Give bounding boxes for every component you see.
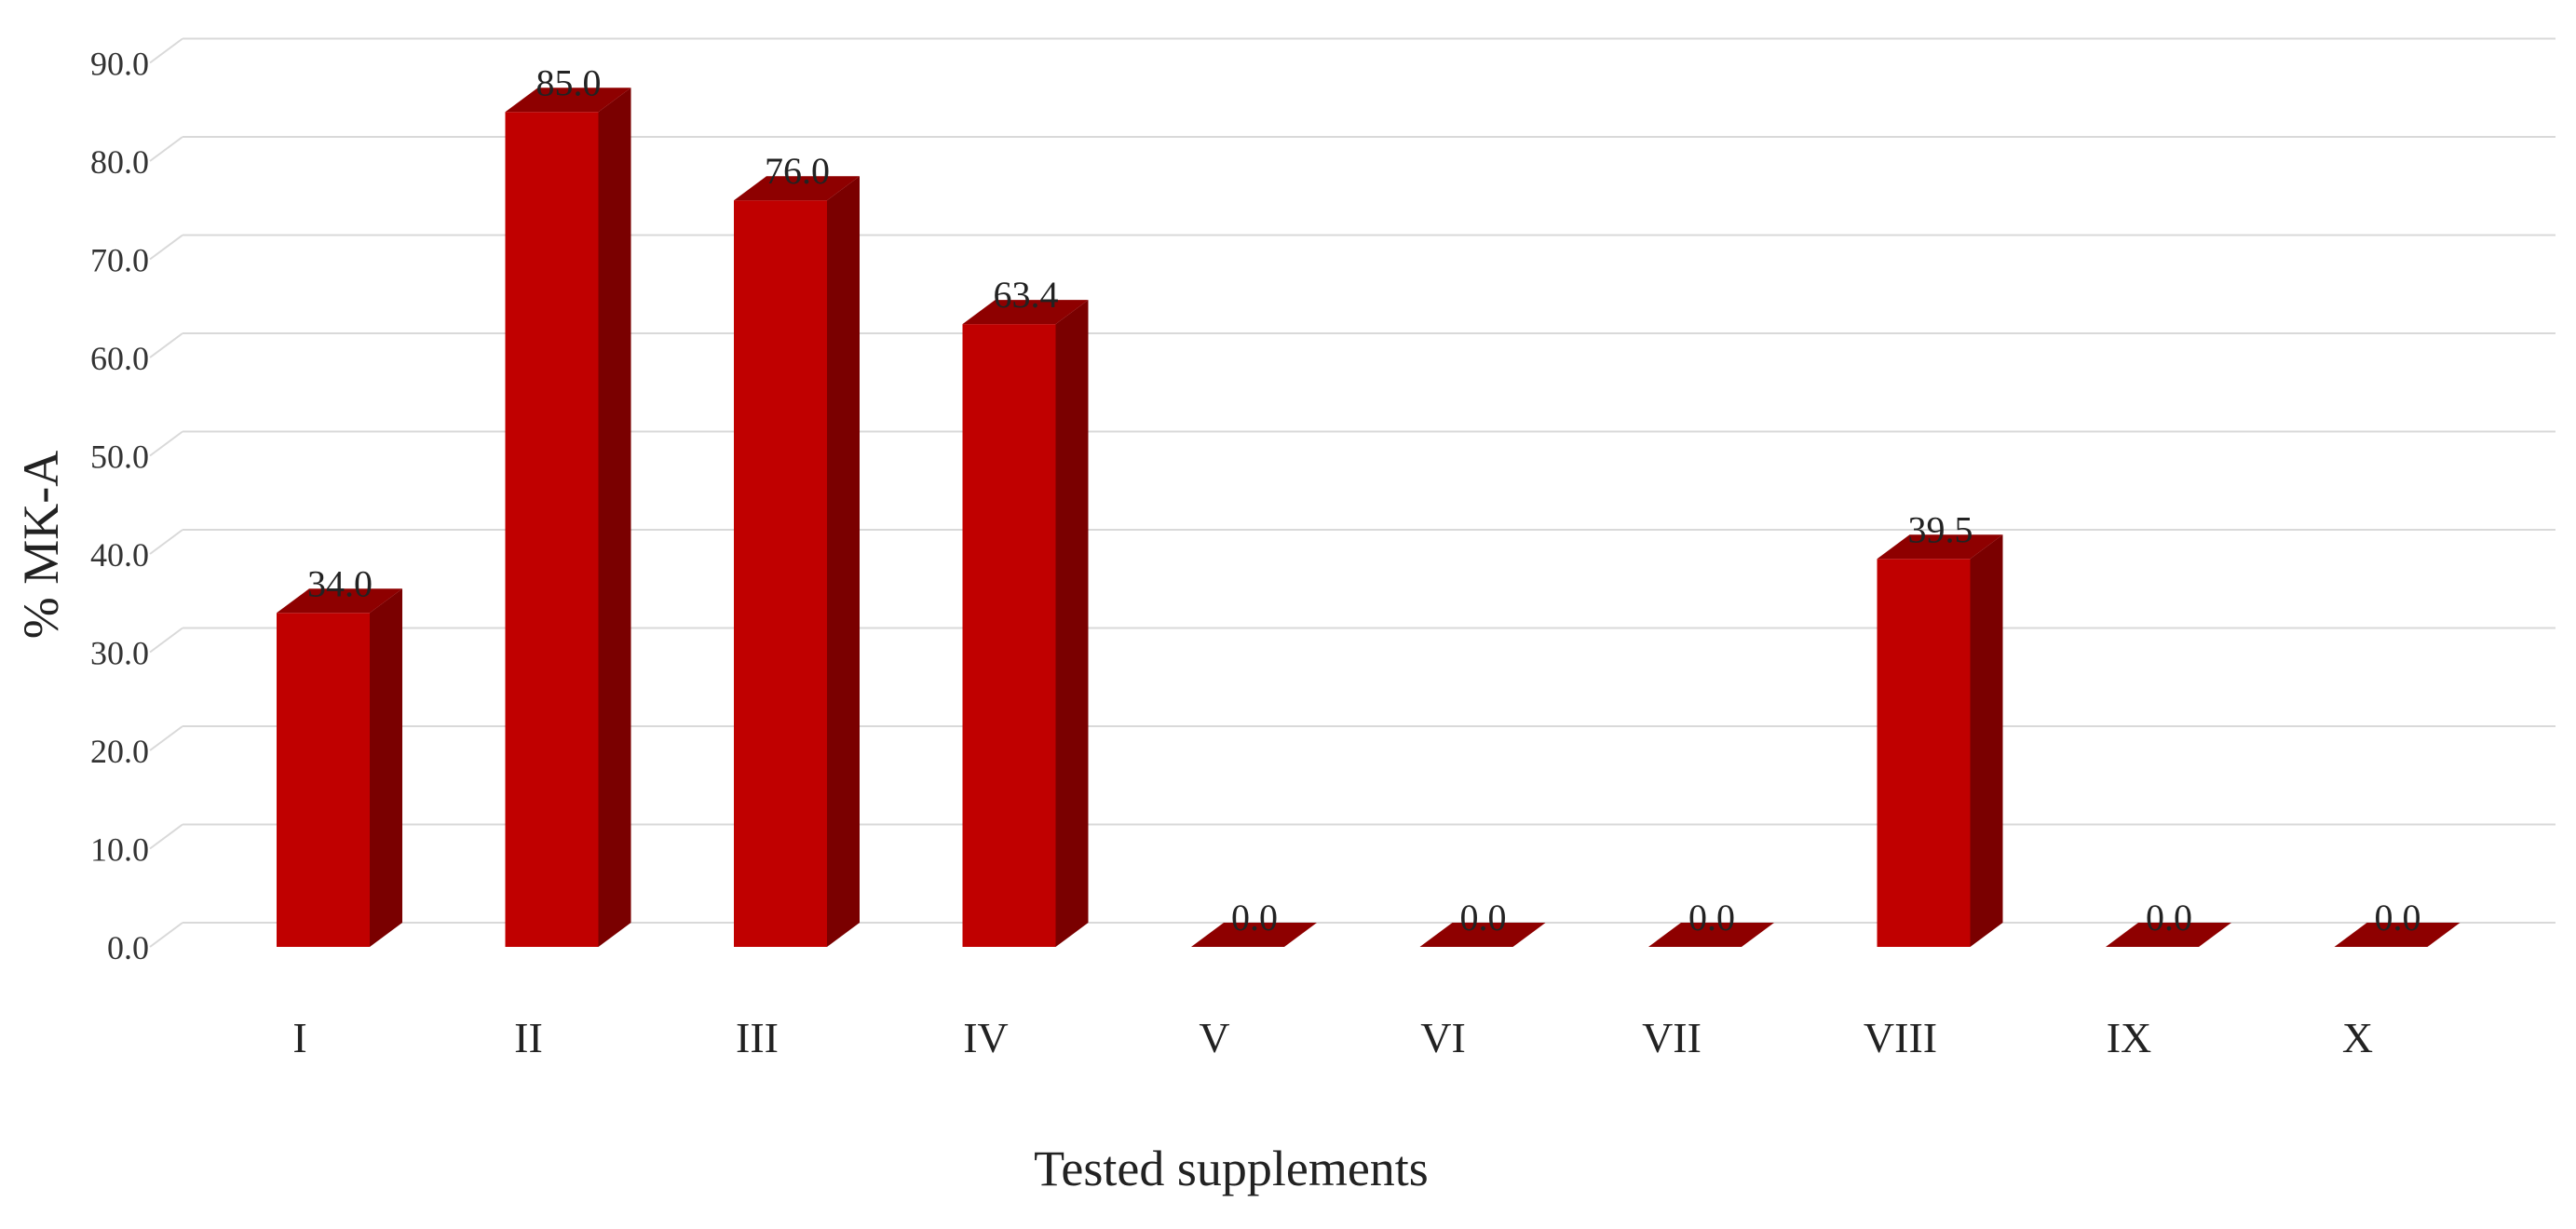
y-tick-label: 90.0 [90,46,149,83]
bar-side [1970,534,2003,947]
x-tick-label: VIII [1864,1014,1937,1061]
x-tick-label: IV [963,1014,1009,1061]
bar-side [598,88,631,947]
bars [277,88,2461,947]
y-tick-label: 40.0 [90,536,149,574]
bar-group [1419,923,1546,947]
bar-group [277,588,402,947]
data-label: 76.0 [765,150,830,192]
data-labels: 34.0 85.0 76.0 63.4 0.0 0.0 0.0 39.5 0.0 0.0 [307,61,2421,939]
gridline-depth [149,430,183,457]
data-label: 0.0 [1688,897,1735,939]
data-label: 0.0 [1231,897,1278,939]
y-tick-label: 10.0 [90,831,149,869]
data-label: 0.0 [2146,897,2192,939]
x-tick-label: V [1199,1014,1229,1061]
data-label: 0.0 [1460,897,1507,939]
x-axis-categories: I II III IV V VI VII VIII IX X [292,1014,2373,1061]
bar-side [1055,300,1089,947]
gridline-depth [149,234,183,261]
bar-top [1648,923,1774,947]
data-label: 34.0 [307,562,373,604]
x-tick-label: IX [2107,1014,2152,1061]
y-tick-label: 80.0 [90,143,149,181]
gridline-depth [149,136,183,162]
gridline-depth [149,725,183,751]
data-label: 39.5 [1908,508,1973,550]
y-tick-label: 70.0 [90,242,149,279]
bar-group [1191,923,1317,947]
x-tick-label: III [736,1014,779,1061]
bar-side [370,588,402,947]
bar-group [2334,923,2461,947]
y-tick-label: 60.0 [90,340,149,377]
bar [505,112,599,947]
data-label: 85.0 [536,61,602,103]
y-tick-label: 50.0 [90,439,149,476]
bar-top [734,176,860,201]
bar-group [734,176,860,947]
bar-top [1419,923,1546,947]
bar [962,324,1056,947]
y-axis-ticks: 0.0 10.0 20.0 30.0 40.0 50.0 60.0 70.0 80.0 90.0 [90,46,149,967]
bar [1877,559,1971,947]
gridline-depth [149,922,183,948]
x-tick-label: VII [1642,1014,1702,1061]
data-label: 63.4 [994,274,1059,316]
gridline-depth [149,529,183,555]
y-axis-title: % MK-A [13,451,69,639]
bar-group [2106,923,2231,947]
gridline-depth [149,332,183,358]
bar-side [827,176,860,947]
y-tick-label: 0.0 [107,929,149,966]
bar-top [505,88,631,113]
bar [734,200,827,947]
bar-top [277,588,402,614]
bar-group [962,300,1089,947]
x-axis-title: Tested supplements [1034,1141,1429,1196]
gridline-depth [149,823,183,850]
bar-top [1191,923,1317,947]
bar-group [505,88,631,947]
y-tick-label: 20.0 [90,733,149,770]
x-tick-label: VI [1420,1014,1466,1061]
bar-top [962,300,1089,325]
bar [277,613,370,947]
bar-group [1877,534,2003,947]
bar-top [2106,923,2231,947]
x-tick-label: I [292,1014,306,1061]
x-tick-label: X [2342,1014,2373,1061]
bar-top [1877,534,2003,560]
gridline-depth [149,627,183,654]
data-label: 0.0 [2375,897,2421,939]
gridline-depth [149,37,183,64]
bar-top [2334,923,2461,947]
bar-group [1648,923,1774,947]
x-tick-label: II [514,1014,543,1061]
y-tick-label: 30.0 [90,635,149,672]
